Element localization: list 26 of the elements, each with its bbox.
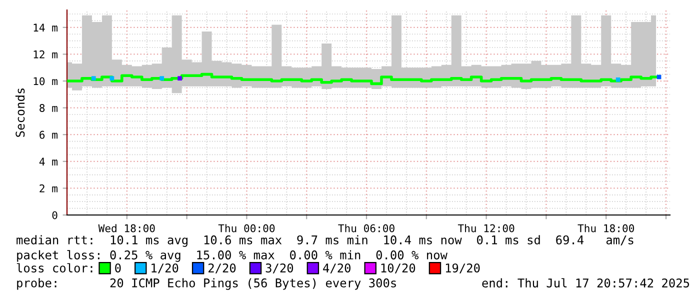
legend-title: loss color: [16,263,92,272]
text: median rtt: 10.1 ms avg 10.6 ms max 9.7 ms min 10.4 ms now 0.1 ms sd 69.4 am/s [16,235,634,247]
y-tick-label: 10 m [34,77,58,86]
legend-label: 3/20 [266,263,294,274]
x-tick-label: Thu 12:00 [458,224,514,232]
y-tick-label: 8 m [40,104,58,112]
x-tick-label: Thu 18:00 [578,224,634,232]
text: probe: 20 ICMP Echo Pings (56 Bytes) every 300s [17,278,396,290]
y-tick-label: 12 m [34,50,58,58]
legend-label: 1/20 [152,263,178,274]
y-tick-label: 6 m [40,130,58,139]
text: packet loss: 0.25 % avg 15.00 % max 0.00 % min 0.00 % now [17,250,448,262]
y-tick-label: 0 [52,211,58,220]
legend-label: 19/20 [446,263,480,274]
legend-label: 10/20 [381,263,416,274]
y-tick-label: 2 m [40,184,58,192]
legend-label: 2/20 [208,263,236,274]
legend-label: 4/20 [323,263,350,274]
x-tick-label: Thu 06:00 [338,224,394,232]
y-tick-label: 14 m [34,24,58,32]
x-tick-label: Wed 18:00 [98,224,155,232]
y-tick-label: 4 m [39,158,58,166]
y-axis-title: Seconds [15,88,25,137]
text: end: Thu Jul 17 20:57:42 2025 [482,278,690,288]
x-tick-label: Thu 00:00 [218,224,275,232]
legend-label: 0 [115,263,121,272]
